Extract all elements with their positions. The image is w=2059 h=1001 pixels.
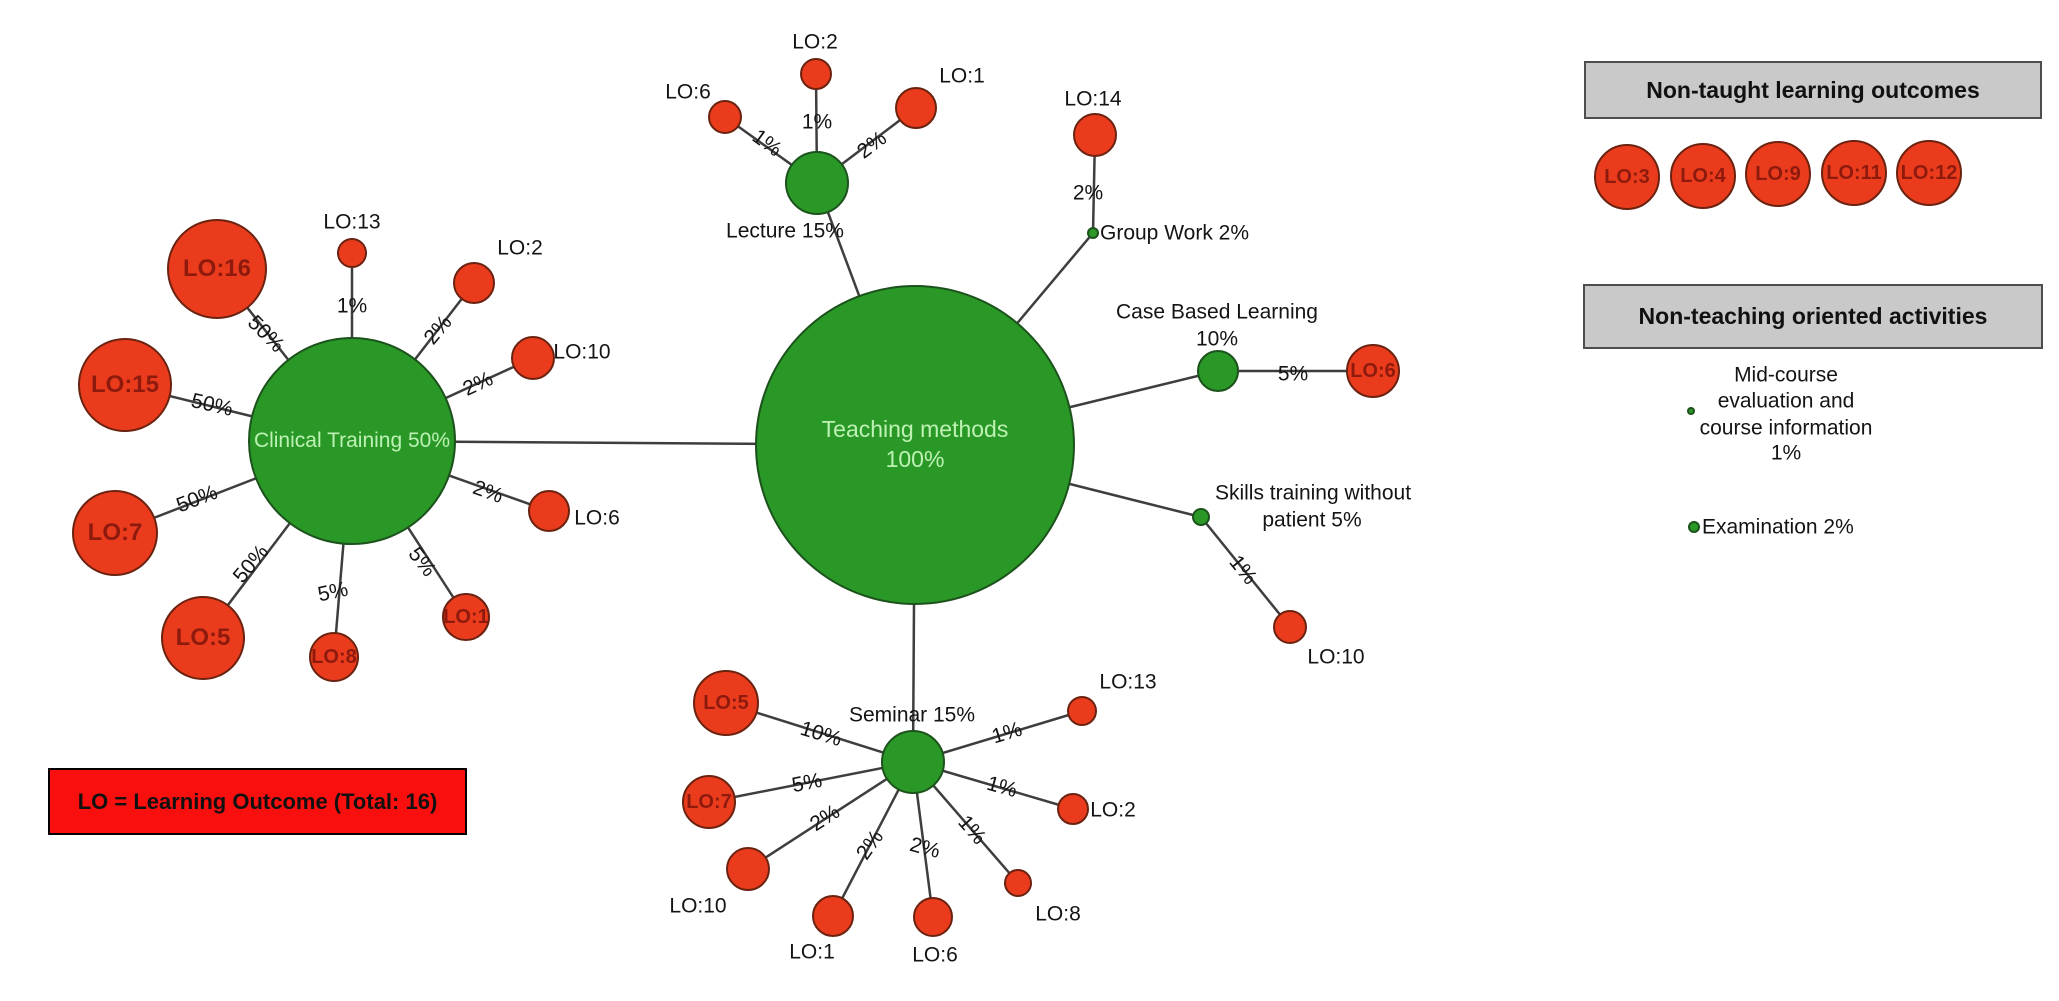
node-lecture (785, 151, 849, 215)
mid-course-dot (1687, 407, 1695, 415)
node-case-based-lo6: LO:6 (1346, 344, 1400, 398)
node-clinical-lo7: LO:7 (72, 490, 158, 576)
legend-title: Non-taught learning outcomes (1646, 76, 1980, 103)
node-label: LO:5 (175, 624, 231, 651)
legend-non-teaching-header: Non-teaching oriented activities (1583, 284, 2043, 349)
key-box-label: LO = Learning Outcome (Total: 16) (77, 788, 438, 814)
node-label: LO:2 (497, 236, 543, 260)
edge-percent-label: 2% (1072, 181, 1104, 205)
node-label: LO:1 (443, 605, 489, 628)
node-seminar-lo13 (1067, 696, 1097, 726)
edge-percent-label: 1% (801, 110, 833, 134)
node-label: LO:2 (792, 30, 838, 54)
node-label: LO:6 (574, 506, 620, 530)
node-label: Clinical Training 50% (253, 429, 451, 452)
node-clinical-lo6 (528, 490, 570, 532)
node-label: LO:10 (669, 894, 727, 918)
node-clinical-training: Clinical Training 50% (248, 337, 456, 545)
node-clinical-lo5: LO:5 (161, 596, 245, 680)
node-label: LO:7 (686, 790, 732, 813)
node-skills-training (1192, 508, 1210, 526)
node-label: LO:15 (90, 371, 159, 398)
legend-item-label: course information (1699, 416, 1873, 440)
node-label: LO:10 (553, 340, 611, 364)
node-clinical-lo8: LO:8 (309, 632, 359, 682)
node-seminar-lo1 (812, 895, 854, 937)
node-label: LO:14 (1064, 87, 1122, 111)
node-label: LO:1 (789, 940, 835, 964)
node-label: LO:7 (87, 519, 143, 546)
node-label: LO:3 (1604, 165, 1650, 188)
node-label: patient 5% (1262, 508, 1362, 532)
legend-node-lo11: LO:11 (1821, 140, 1887, 206)
node-label: Skills training without (1214, 481, 1412, 505)
node-label: LO:12 (1900, 161, 1958, 184)
node-group-work (1087, 227, 1099, 239)
legend-non-taught-header: Non-taught learning outcomes (1584, 61, 2042, 119)
node-label: LO:13 (323, 210, 381, 234)
node-clinical-lo13 (337, 238, 367, 268)
node-label: Case Based Learning (1116, 300, 1318, 324)
legend-node-lo9: LO:9 (1745, 141, 1811, 207)
node-clinical-lo2 (453, 262, 495, 304)
node-seminar-lo2 (1057, 793, 1089, 825)
node-label: LO:16 (182, 255, 251, 282)
node-label: LO:8 (311, 645, 357, 668)
node-skills-lo10 (1273, 610, 1307, 644)
node-lecture-lo6 (708, 100, 742, 134)
legend-item-label: Mid-course (1734, 363, 1838, 387)
node-label: LO:6 (912, 943, 958, 967)
node-seminar-lo6 (913, 897, 953, 937)
node-label: LO:1 (939, 64, 985, 88)
edge-percent-label: 5% (1277, 362, 1309, 386)
node-clinical-lo1: LO:1 (442, 593, 490, 641)
node-clinical-lo15: LO:15 (78, 338, 172, 432)
legend-node-lo3: LO:3 (1594, 144, 1660, 210)
node-label: Seminar 15% (848, 703, 976, 727)
node-lecture-lo2 (800, 58, 832, 90)
node-label: LO:13 (1099, 670, 1157, 694)
examination-dot (1688, 521, 1700, 533)
key-box: LO = Learning Outcome (Total: 16) (48, 768, 467, 835)
node-teaching-methods: Teaching methods 100% (755, 285, 1075, 605)
node-label: LO:11 (1826, 161, 1882, 184)
node-group-work-lo14 (1073, 113, 1117, 157)
node-clinical-lo16: LO:16 (167, 219, 267, 319)
legend-item-label: evaluation and (1717, 389, 1855, 413)
edge-percent-label: 5% (789, 768, 825, 798)
node-label: Group Work 2% (1100, 221, 1249, 245)
node-seminar-lo10 (726, 847, 770, 891)
node-label: LO:6 (665, 80, 711, 104)
node-label: Teaching methods (821, 416, 1009, 443)
node-lecture-lo1 (895, 87, 937, 129)
node-label: LO:10 (1307, 645, 1365, 669)
node-label: LO:6 (1350, 359, 1396, 382)
node-clinical-lo10 (511, 336, 555, 380)
node-label: LO:2 (1090, 798, 1136, 822)
node-seminar-lo8 (1004, 869, 1032, 897)
node-label: LO:4 (1680, 164, 1726, 187)
legend-item-label: Examination 2% (1702, 515, 1854, 539)
legend-title: Non-teaching oriented activities (1638, 303, 1988, 329)
node-percent: 100% (885, 446, 945, 472)
node-seminar-lo5: LO:5 (693, 670, 759, 736)
legend-node-lo4: LO:4 (1670, 143, 1736, 209)
node-case-based-learning (1197, 350, 1239, 392)
node-label: Lecture 15% (726, 219, 844, 243)
node-label: LO:9 (1755, 162, 1801, 185)
legend-item-label: 1% (1770, 441, 1802, 465)
node-label: LO:8 (1035, 902, 1081, 926)
node-seminar (881, 730, 945, 794)
node-label: LO:5 (703, 691, 749, 714)
edge-percent-label: 1% (336, 294, 368, 318)
node-percent: 10% (1195, 327, 1239, 351)
legend-node-lo12: LO:12 (1896, 140, 1962, 206)
node-seminar-lo7: LO:7 (682, 775, 736, 829)
